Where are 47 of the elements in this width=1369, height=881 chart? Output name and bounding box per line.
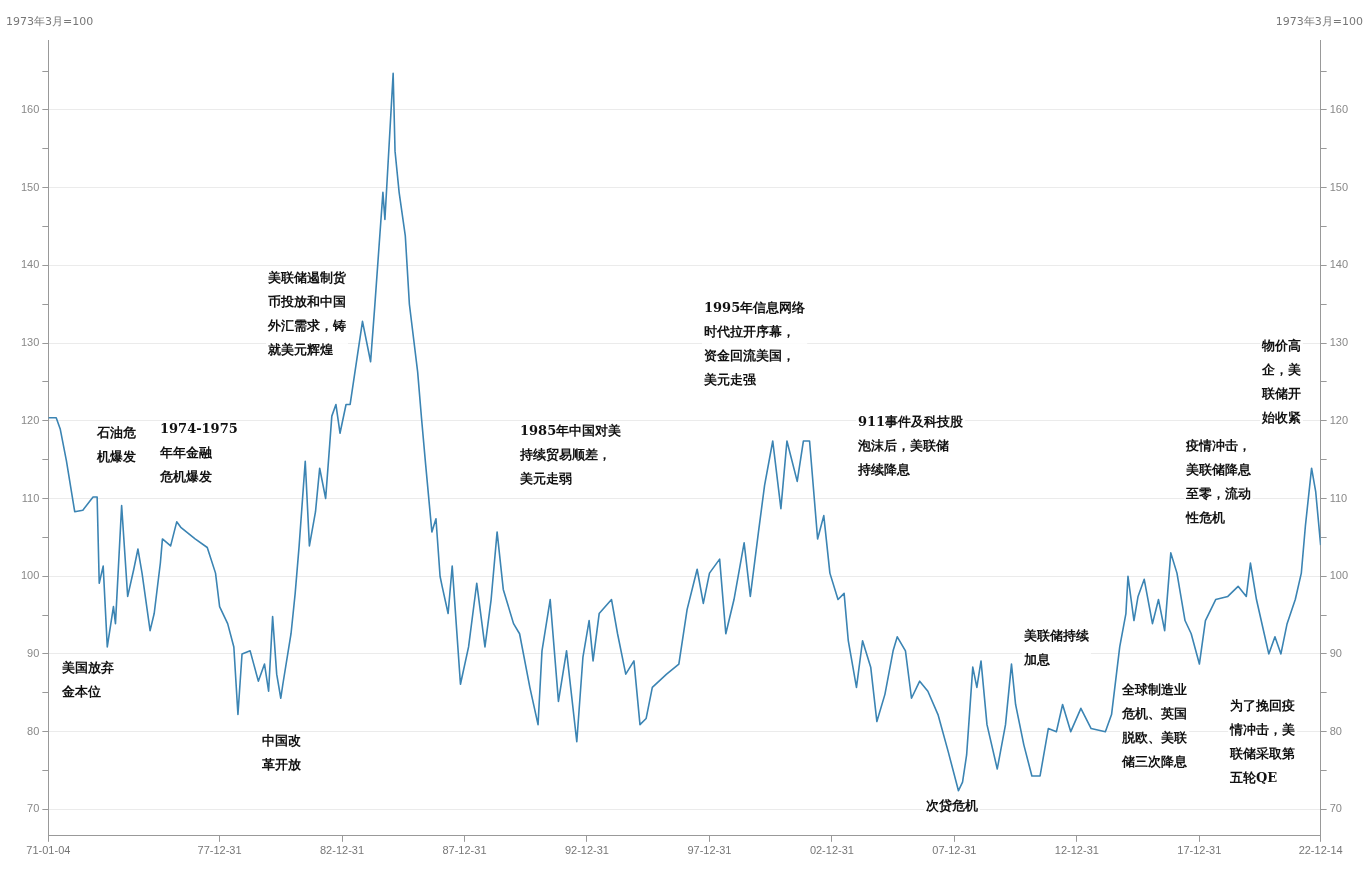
annotation: 全球制造业危机、英国脱欧、美联储三次降息 — [1121, 681, 1188, 769]
y-tick-label: 80 — [27, 724, 40, 737]
annotation: 1995年信息网络时代拉开序幕，资金回流美国，美元走强 — [703, 299, 807, 387]
annotation: 911事件及科技股泡沫后，美联储持续降息 — [857, 413, 965, 477]
y-tick-label: 160 — [20, 102, 40, 115]
x-tick-label: 92-12-31 — [564, 844, 609, 857]
annotation: 次贷危机 — [926, 797, 978, 813]
x-tick-label: 17-12-31 — [1177, 844, 1222, 857]
annotation: 美国放弃金本位 — [61, 659, 114, 699]
y2-tick-label: 70 — [1329, 802, 1342, 815]
y-tick-label: 70 — [27, 802, 40, 815]
x-tick-label: 02-12-31 — [809, 844, 854, 857]
annotation: 中国改革开放 — [261, 732, 302, 772]
y-axis-title: 1973年3月=100 — [6, 15, 94, 29]
annotation: 美联储持续加息 — [1023, 627, 1090, 667]
y-tick-label: 130 — [20, 336, 40, 349]
annotation: 物价高企，美联储开始收紧 — [1261, 337, 1301, 425]
annotation: 美联储遏制货币投放和中国外汇需求，铸就美元辉煌 — [267, 269, 347, 357]
x-tick-label: 82-12-31 — [319, 844, 365, 857]
y2-tick-label: 120 — [1329, 413, 1349, 426]
y2-tick-label: 100 — [1329, 569, 1349, 582]
y2-tick-label: 150 — [1329, 180, 1349, 193]
x-tick-label: 22-12-14 — [1298, 844, 1343, 857]
x-tick-label: 97-12-31 — [687, 844, 732, 857]
y-tick-label: 100 — [20, 569, 40, 582]
y2-tick-label: 90 — [1329, 646, 1342, 659]
annotation: 1985年中国对美持续贸易顺差，美元走弱 — [519, 422, 622, 486]
x-tick-label: 87-12-31 — [442, 844, 487, 857]
y2-tick-label: 110 — [1329, 491, 1348, 504]
y2-axis-title: 1973年3月=100 — [1275, 15, 1363, 29]
y2-tick-label: 140 — [1329, 258, 1349, 271]
y-tick-label: 150 — [20, 180, 40, 193]
y-tick-label: 110 — [21, 491, 40, 504]
annotation: 1974-1975年年金融危机爆发 — [159, 420, 238, 484]
y-tick-label: 140 — [20, 258, 40, 271]
annotation: 石油危机爆发 — [96, 424, 136, 464]
y2-tick-label: 80 — [1329, 724, 1342, 737]
y-tick-label: 90 — [27, 646, 40, 659]
x-tick-label: 12-12-31 — [1054, 844, 1099, 857]
x-tick-label: 77-12-31 — [197, 844, 242, 857]
y2-tick-label: 130 — [1329, 336, 1349, 349]
annotation: 疫情冲击，美联储降息至零，流动性危机 — [1185, 437, 1252, 525]
x-tick-label: 71-01-04 — [26, 844, 71, 857]
annotation: 为了挽回疫情冲击，美联储采取第五轮QE — [1229, 697, 1295, 785]
y-tick-label: 120 — [20, 413, 40, 426]
y2-tick-label: 160 — [1329, 102, 1349, 115]
x-tick-label: 07-12-31 — [932, 844, 977, 857]
